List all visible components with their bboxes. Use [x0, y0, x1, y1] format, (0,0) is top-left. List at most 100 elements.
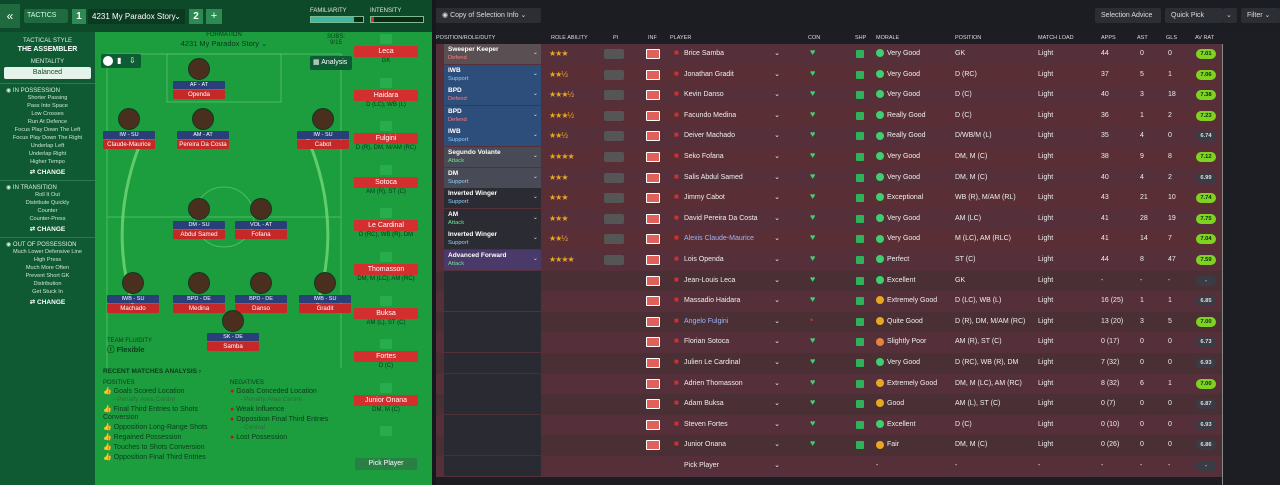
sub-player-name[interactable]: Le Cardinal: [354, 220, 418, 232]
role-duty-select[interactable]: Segundo Volante Attack ⌄: [444, 147, 541, 167]
column-header[interactable]: AV RAT: [1195, 35, 1215, 41]
sub-player-name[interactable]: Haidara: [354, 89, 418, 101]
player-select[interactable]: Angelo Fulgini ⌄: [684, 312, 780, 332]
player-select[interactable]: Kevin Danso ⌄: [684, 85, 780, 105]
quick-pick-dropdown[interactable]: ⌄: [1223, 8, 1237, 23]
player-instructions-icon[interactable]: [604, 172, 624, 183]
role-duty-select[interactable]: BPD Defend ⌄: [444, 105, 541, 126]
table-row[interactable]: [436, 270, 1222, 292]
player-select[interactable]: Adam Buksa ⌄: [684, 394, 780, 414]
role-duty-select[interactable]: IWB Support ⌄: [444, 126, 541, 147]
role-duty-select[interactable]: Sweeper Keeper Defend ⌄: [444, 44, 541, 64]
quick-pick-button[interactable]: Quick Pick: [1165, 8, 1223, 23]
sub-player-name[interactable]: Sotoca: [354, 176, 418, 188]
tactics-tab[interactable]: TACTICS: [24, 9, 68, 23]
column-header[interactable]: SHP: [855, 35, 867, 41]
download-icon[interactable]: ⇩: [129, 56, 136, 65]
player-marker[interactable]: IWB - SU Gradit: [299, 272, 351, 316]
player-instructions-icon[interactable]: [604, 110, 624, 121]
player-select[interactable]: Junior Onana ⌄: [684, 435, 780, 455]
tactical-style-value[interactable]: THE ASSEMBLER: [17, 46, 78, 53]
player-select[interactable]: Brice Samba ⌄: [684, 44, 780, 64]
analysis-title[interactable]: RECENT MATCHES ANALYSIS ›: [103, 368, 201, 375]
table-row[interactable]: [436, 332, 1222, 353]
column-header[interactable]: INF: [648, 35, 657, 41]
table-row[interactable]: [436, 291, 1222, 312]
copy-selection-info-button[interactable]: ◉ Copy of Selection Info ⌄: [436, 8, 541, 23]
tactic-slot-1[interactable]: 1: [72, 9, 86, 24]
column-header[interactable]: ROLE ABILITY: [551, 35, 588, 41]
table-row[interactable]: [436, 250, 1222, 271]
player-instructions-icon[interactable]: [604, 213, 624, 224]
column-header[interactable]: GLS: [1166, 35, 1178, 41]
role-duty-select[interactable]: Inverted Winger Support ⌄: [444, 188, 541, 209]
tactic-slot-2[interactable]: 2: [189, 9, 203, 24]
player-instructions-icon[interactable]: [604, 255, 624, 265]
back-button[interactable]: «: [0, 4, 20, 28]
column-header[interactable]: APPS: [1101, 35, 1116, 41]
table-row[interactable]: [436, 126, 1222, 147]
player-marker[interactable]: BPD - DE Danso: [235, 272, 287, 316]
player-select[interactable]: Adrien Thomasson ⌄: [684, 374, 780, 394]
table-row[interactable]: [436, 373, 1222, 395]
table-row[interactable]: [436, 353, 1222, 374]
player-instructions-icon[interactable]: [604, 49, 624, 59]
player-instructions-icon[interactable]: [604, 152, 624, 162]
change-in-transition-button[interactable]: ⇄ CHANGE: [0, 225, 95, 233]
analysis-button[interactable]: ▦ Analysis: [310, 56, 352, 70]
table-row[interactable]: [436, 85, 1222, 106]
player-instructions-icon[interactable]: [604, 69, 624, 80]
change-out-possession-button[interactable]: ⇄ CHANGE: [0, 298, 95, 306]
column-header[interactable]: AST: [1137, 35, 1148, 41]
table-row[interactable]: [436, 311, 1222, 333]
player-select[interactable]: Jonathan Gradit ⌄: [684, 65, 780, 85]
player-select[interactable]: David Pereira Da Costa ⌄: [684, 209, 780, 229]
role-duty-select[interactable]: AM Attack ⌄: [444, 208, 541, 229]
player-select[interactable]: Florian Sotoca ⌄: [684, 332, 780, 352]
player-marker[interactable]: VOL - AT Fofana: [235, 198, 287, 242]
column-header[interactable]: PI: [613, 35, 619, 41]
player-select[interactable]: Salis Abdul Samed ⌄: [684, 168, 780, 188]
player-select[interactable]: Facundo Medina ⌄: [684, 106, 780, 126]
player-marker[interactable]: AM - AT Pereira Da Costa: [177, 108, 229, 152]
player-marker[interactable]: BPD - DE Medina: [173, 272, 225, 316]
player-marker[interactable]: IWB - SU Machado: [107, 272, 159, 316]
player-marker[interactable]: IW - SU Claude-Maurice: [103, 108, 155, 152]
player-marker[interactable]: AF - AT Openda: [173, 58, 225, 102]
table-row[interactable]: [436, 394, 1222, 415]
table-row[interactable]: [436, 456, 1222, 477]
table-row[interactable]: [436, 229, 1222, 250]
sub-player-name[interactable]: Fortes: [354, 351, 418, 363]
player-select[interactable]: Steven Fortes ⌄: [684, 415, 780, 435]
column-header[interactable]: PLAYER: [670, 35, 692, 41]
role-duty-select[interactable]: BPD Defend ⌄: [444, 85, 541, 106]
player-select[interactable]: Deiver Machado ⌄: [684, 126, 780, 146]
player-select[interactable]: Jean-Louis Leca ⌄: [684, 271, 780, 291]
player-select[interactable]: Alexis Claude-Maurice ⌄: [684, 229, 780, 249]
column-header[interactable]: MATCH LOAD: [1038, 35, 1074, 41]
table-row[interactable]: [436, 188, 1222, 209]
table-row[interactable]: [436, 64, 1222, 86]
player-select[interactable]: Seko Fofana ⌄: [684, 147, 780, 167]
table-row[interactable]: [436, 208, 1222, 230]
sub-player-name[interactable]: Fulgini: [354, 133, 418, 145]
role-duty-select[interactable]: Inverted Winger Support ⌄: [444, 229, 541, 250]
column-header[interactable]: POSITION: [955, 35, 982, 41]
sub-player-name[interactable]: Junior Onana: [354, 394, 418, 406]
table-row[interactable]: [436, 44, 1222, 65]
table-scrollbar[interactable]: [1222, 44, 1223, 485]
table-row[interactable]: [436, 414, 1222, 436]
table-row[interactable]: [436, 167, 1222, 189]
player-instructions-icon[interactable]: [604, 193, 624, 204]
column-header[interactable]: CON: [808, 35, 821, 41]
table-row[interactable]: [436, 435, 1222, 456]
person-icon[interactable]: [103, 56, 113, 66]
mentality-select[interactable]: Balanced: [4, 67, 91, 79]
sub-player-name[interactable]: Buksa: [354, 307, 418, 319]
player-marker[interactable]: IW - SU Cabot: [297, 108, 349, 152]
player-marker[interactable]: DM - SU Abdul Samed: [173, 198, 225, 242]
role-duty-select[interactable]: IWB Support ⌄: [444, 64, 541, 85]
selection-advice-button[interactable]: Selection Advice: [1095, 8, 1161, 23]
change-in-possession-button[interactable]: ⇄ CHANGE: [0, 168, 95, 176]
player-instructions-icon[interactable]: [604, 90, 624, 101]
